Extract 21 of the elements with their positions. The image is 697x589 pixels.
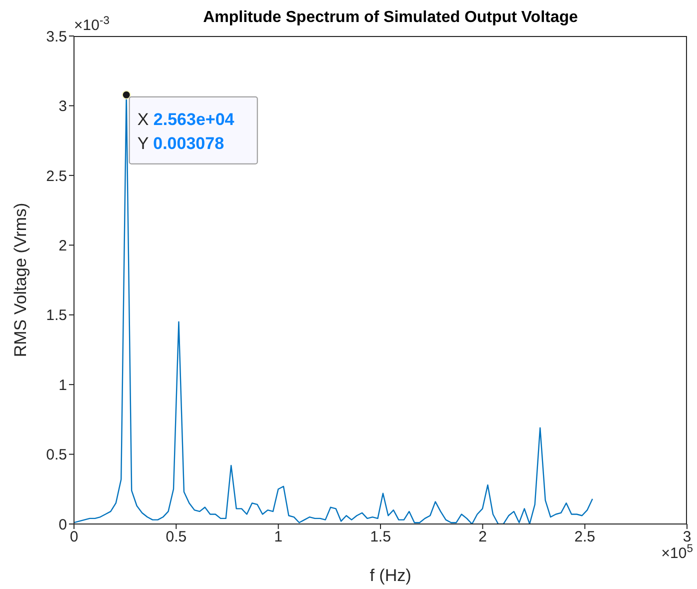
y-tick-label: 2.5 [46,168,67,185]
x-tick-label: 0.5 [166,528,187,546]
chart-title: Amplitude Spectrum of Simulated Output Voltage [203,9,578,26]
annotation: X 2.563e+04 Y 0.003078 [137,110,235,153]
x-tick-label: 1 [274,528,283,546]
data-tip: X 2.563e+04 Y 0.003078 [122,90,258,164]
y-tick-label: 1.5 [46,307,67,324]
y-tick-label: 3 [58,98,67,116]
x-axis-title: f (Hz) [370,566,412,585]
y-tick-label: 2 [58,237,67,254]
y-tick-label: 1 [58,376,67,394]
x-tick-label: 0 [70,528,78,546]
text: ×10$^{-3}$ [74,15,110,34]
x-tick-label: 1.5 [370,528,391,546]
x-tick-label: 2 [478,528,487,546]
y-tick-label: 0.5 [46,446,67,464]
y-tick-label: 0 [58,516,67,534]
x-tick-label: 2.5 [574,528,596,546]
text: ×10$^{5}$ [661,543,693,562]
y-tick-label: 3.5 [46,28,67,46]
y-axis-title: RMS Voltage (Vrms) [11,202,30,358]
